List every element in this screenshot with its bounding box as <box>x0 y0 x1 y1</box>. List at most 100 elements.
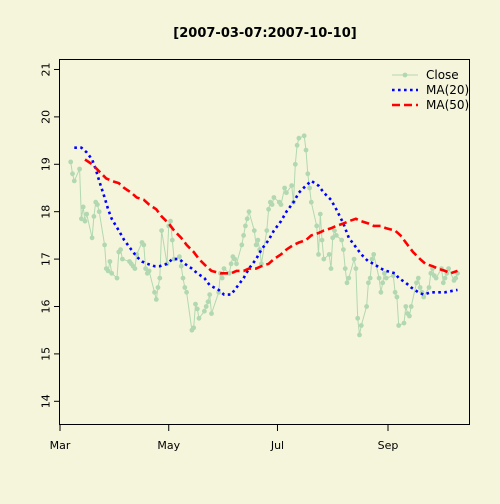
close-point <box>442 275 448 281</box>
close-point <box>216 289 222 295</box>
close-point <box>371 252 377 257</box>
close-point <box>284 190 289 196</box>
close-point <box>367 275 373 281</box>
close-point <box>246 209 252 215</box>
series-line-ma-50 <box>84 158 458 275</box>
close-point <box>205 299 211 305</box>
close-point <box>159 228 165 234</box>
legend-label: Close <box>426 68 459 82</box>
close-point <box>232 256 238 262</box>
close-point <box>401 320 407 326</box>
close-point <box>132 266 138 271</box>
close-point <box>378 289 384 295</box>
close-point <box>203 304 209 309</box>
close-point <box>264 228 270 234</box>
close-point <box>282 185 287 191</box>
close-point <box>177 254 182 260</box>
x-tick-label: Jul <box>270 439 284 452</box>
close-point <box>271 195 277 200</box>
close-point <box>407 313 412 319</box>
close-point <box>319 237 325 243</box>
close-point <box>105 268 111 274</box>
close-point <box>307 185 312 191</box>
close-point <box>266 206 271 212</box>
close-point <box>255 237 261 243</box>
close-point <box>346 275 352 281</box>
close-point <box>178 263 184 269</box>
close-point <box>330 235 336 241</box>
close-point <box>169 237 175 243</box>
close-point <box>332 228 337 234</box>
close-point <box>79 216 84 222</box>
close-point <box>143 266 149 271</box>
y-tick-label: 17 <box>40 252 53 266</box>
close-point <box>376 275 382 281</box>
close-point <box>228 261 234 267</box>
close-point <box>316 252 321 257</box>
close-point <box>202 308 207 314</box>
close-point <box>428 270 434 276</box>
close-point <box>226 270 232 276</box>
close-point <box>357 332 362 338</box>
close-point <box>118 247 123 253</box>
x-tick-label: May <box>157 439 180 452</box>
close-point <box>366 280 371 286</box>
close-point <box>82 218 88 224</box>
close-point <box>292 161 298 167</box>
legend-marker <box>402 72 408 78</box>
close-point <box>358 323 364 328</box>
close-point <box>219 275 225 281</box>
close-point <box>107 259 113 264</box>
close-point <box>234 261 239 267</box>
close-point <box>243 223 248 229</box>
close-point <box>278 202 284 208</box>
close-point <box>207 292 213 297</box>
close-point <box>396 323 402 328</box>
close-point <box>155 285 161 290</box>
axis-group: 14 15 16 17 18 19 20 21 Mar May Jul Sep <box>40 62 399 452</box>
close-point <box>120 256 125 262</box>
close-point <box>414 280 419 286</box>
close-point <box>289 183 295 189</box>
close-point <box>403 304 409 309</box>
close-point <box>91 214 97 219</box>
close-point <box>157 275 163 281</box>
close-point <box>141 242 147 248</box>
close-point <box>71 178 77 184</box>
close-point <box>194 306 200 312</box>
close-point <box>153 297 159 302</box>
series-line-ma-20 <box>74 146 458 296</box>
close-point <box>241 233 247 238</box>
x-tick-label: Mar <box>50 439 71 452</box>
y-tick-label: 14 <box>40 394 53 408</box>
y-tick-label: 16 <box>40 299 53 313</box>
y-tick-label: 20 <box>40 110 53 124</box>
close-point <box>353 266 359 271</box>
y-tick-label: 21 <box>40 62 53 76</box>
close-point <box>184 289 190 295</box>
close-point <box>415 275 421 281</box>
plot-frame <box>59 59 470 425</box>
close-point <box>269 202 275 208</box>
close-point <box>342 266 348 271</box>
close-point <box>70 171 75 177</box>
close-point <box>390 273 396 279</box>
close-point <box>239 242 245 248</box>
close-point <box>364 304 369 309</box>
legend-label: MA(20) <box>426 83 469 97</box>
close-point <box>408 304 414 309</box>
close-point <box>305 171 311 177</box>
close-point <box>446 266 451 271</box>
close-point <box>84 211 90 217</box>
close-point <box>89 235 95 241</box>
close-point <box>341 247 346 253</box>
close-point <box>328 266 334 271</box>
close-point <box>421 294 427 300</box>
close-point <box>394 294 400 300</box>
close-point <box>317 211 323 217</box>
close-point <box>146 268 152 274</box>
close-point <box>321 256 327 262</box>
